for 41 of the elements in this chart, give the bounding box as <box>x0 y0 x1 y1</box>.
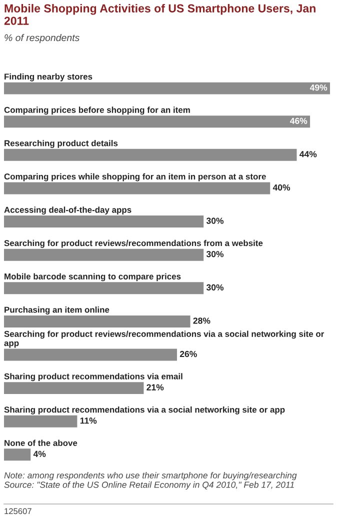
source-note: Source: "State of the US Online Retail Economy in Q4 2010," Feb 17, 2011 <box>4 481 294 490</box>
data-label: 46% <box>290 118 308 124</box>
data-label: 28% <box>193 318 210 324</box>
y-tick-label: Purchasing an item online <box>4 306 110 314</box>
data-label: 30% <box>206 284 224 291</box>
bar <box>4 216 204 228</box>
bar <box>4 448 31 461</box>
y-tick-label: Researching product details <box>4 140 118 148</box>
data-label: 30% <box>206 218 224 224</box>
data-label: 26% <box>180 350 197 358</box>
bar <box>4 248 204 261</box>
y-tick-label: Finding nearby stores <box>4 73 92 82</box>
chart-title: Mobile Shopping Activities of US Smartphone Users, Jan 2011 <box>4 4 316 25</box>
bar <box>4 116 310 128</box>
chart-subtitle: % of respondents <box>4 34 80 44</box>
y-tick-label: Searching for product reviews/recommendations from a website <box>4 240 263 248</box>
bar <box>4 182 270 194</box>
bar <box>4 415 78 428</box>
y-tick-label: Sharing product recommendations via email <box>4 373 182 382</box>
data-label: 40% <box>272 184 290 191</box>
bar <box>4 282 204 294</box>
bar <box>4 382 144 394</box>
y-tick-label: Mobile barcode scanning to compare prices <box>4 273 181 282</box>
y-tick-label: Comparing prices before shopping for an item <box>4 106 190 115</box>
data-label: 49% <box>310 84 328 91</box>
data-label: 4% <box>33 450 46 458</box>
y-tick-label: Comparing prices while shopping for an item in person at a store <box>4 173 266 182</box>
y-tick-label: Searching for product reviews/recommendations via a social networking site or app <box>4 330 324 348</box>
text: Note: among respondents who use their smartphone for buying/researching <box>4 472 297 480</box>
data-label: 30% <box>206 250 224 258</box>
data-label: 11% <box>80 418 97 424</box>
y-tick-label: None of the above <box>4 440 78 446</box>
data-label: 44% <box>300 151 317 158</box>
bar <box>4 82 330 94</box>
data-label: 21% <box>146 384 164 390</box>
bar <box>4 148 297 161</box>
bar <box>4 348 177 361</box>
y-tick-label: Accessing deal-of-the-day apps <box>4 206 132 215</box>
y-tick-label: Sharing product recommendations via a social networking site or app <box>4 406 285 414</box>
bar <box>4 315 190 328</box>
text: 125607 <box>4 508 32 514</box>
